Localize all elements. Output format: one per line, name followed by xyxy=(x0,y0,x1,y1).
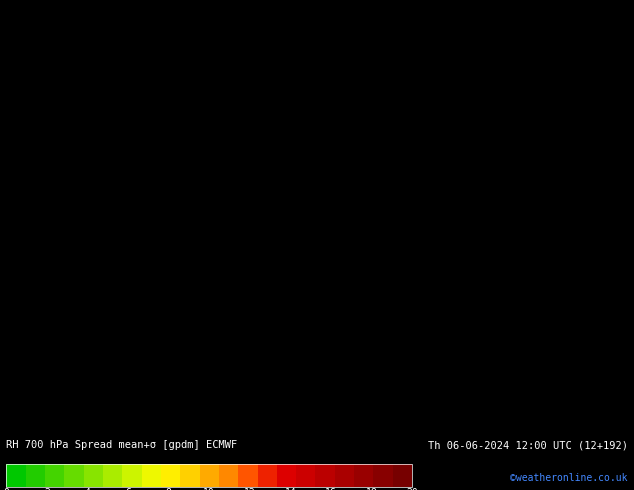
Bar xyxy=(393,464,412,487)
Text: 12: 12 xyxy=(244,488,256,490)
Bar xyxy=(84,464,103,487)
Text: 20: 20 xyxy=(406,488,418,490)
Bar xyxy=(64,464,84,487)
Bar xyxy=(180,464,200,487)
Bar xyxy=(161,464,180,487)
Bar xyxy=(103,464,122,487)
Text: 2: 2 xyxy=(44,488,50,490)
Bar xyxy=(122,464,141,487)
Text: Th 06-06-2024 12:00 UTC (12+192): Th 06-06-2024 12:00 UTC (12+192) xyxy=(428,440,628,450)
Text: 8: 8 xyxy=(165,488,172,490)
Bar xyxy=(141,464,161,487)
Bar xyxy=(6,464,412,487)
Text: 14: 14 xyxy=(285,488,296,490)
Bar xyxy=(335,464,354,487)
Bar xyxy=(6,464,25,487)
Bar xyxy=(200,464,219,487)
Text: 6: 6 xyxy=(125,488,131,490)
Text: 16: 16 xyxy=(325,488,337,490)
Bar xyxy=(219,464,238,487)
Bar xyxy=(25,464,45,487)
Text: ©weatheronline.co.uk: ©weatheronline.co.uk xyxy=(510,473,628,483)
Bar xyxy=(296,464,316,487)
Bar xyxy=(354,464,373,487)
Bar xyxy=(257,464,277,487)
Bar xyxy=(45,464,64,487)
Bar xyxy=(238,464,257,487)
Text: 10: 10 xyxy=(204,488,215,490)
Bar xyxy=(316,464,335,487)
Bar xyxy=(277,464,296,487)
Bar xyxy=(373,464,393,487)
Text: 18: 18 xyxy=(366,488,377,490)
Text: RH 700 hPa Spread mean+σ [gpdm] ECMWF: RH 700 hPa Spread mean+σ [gpdm] ECMWF xyxy=(6,440,238,450)
Text: 0: 0 xyxy=(3,488,10,490)
Text: 4: 4 xyxy=(84,488,91,490)
